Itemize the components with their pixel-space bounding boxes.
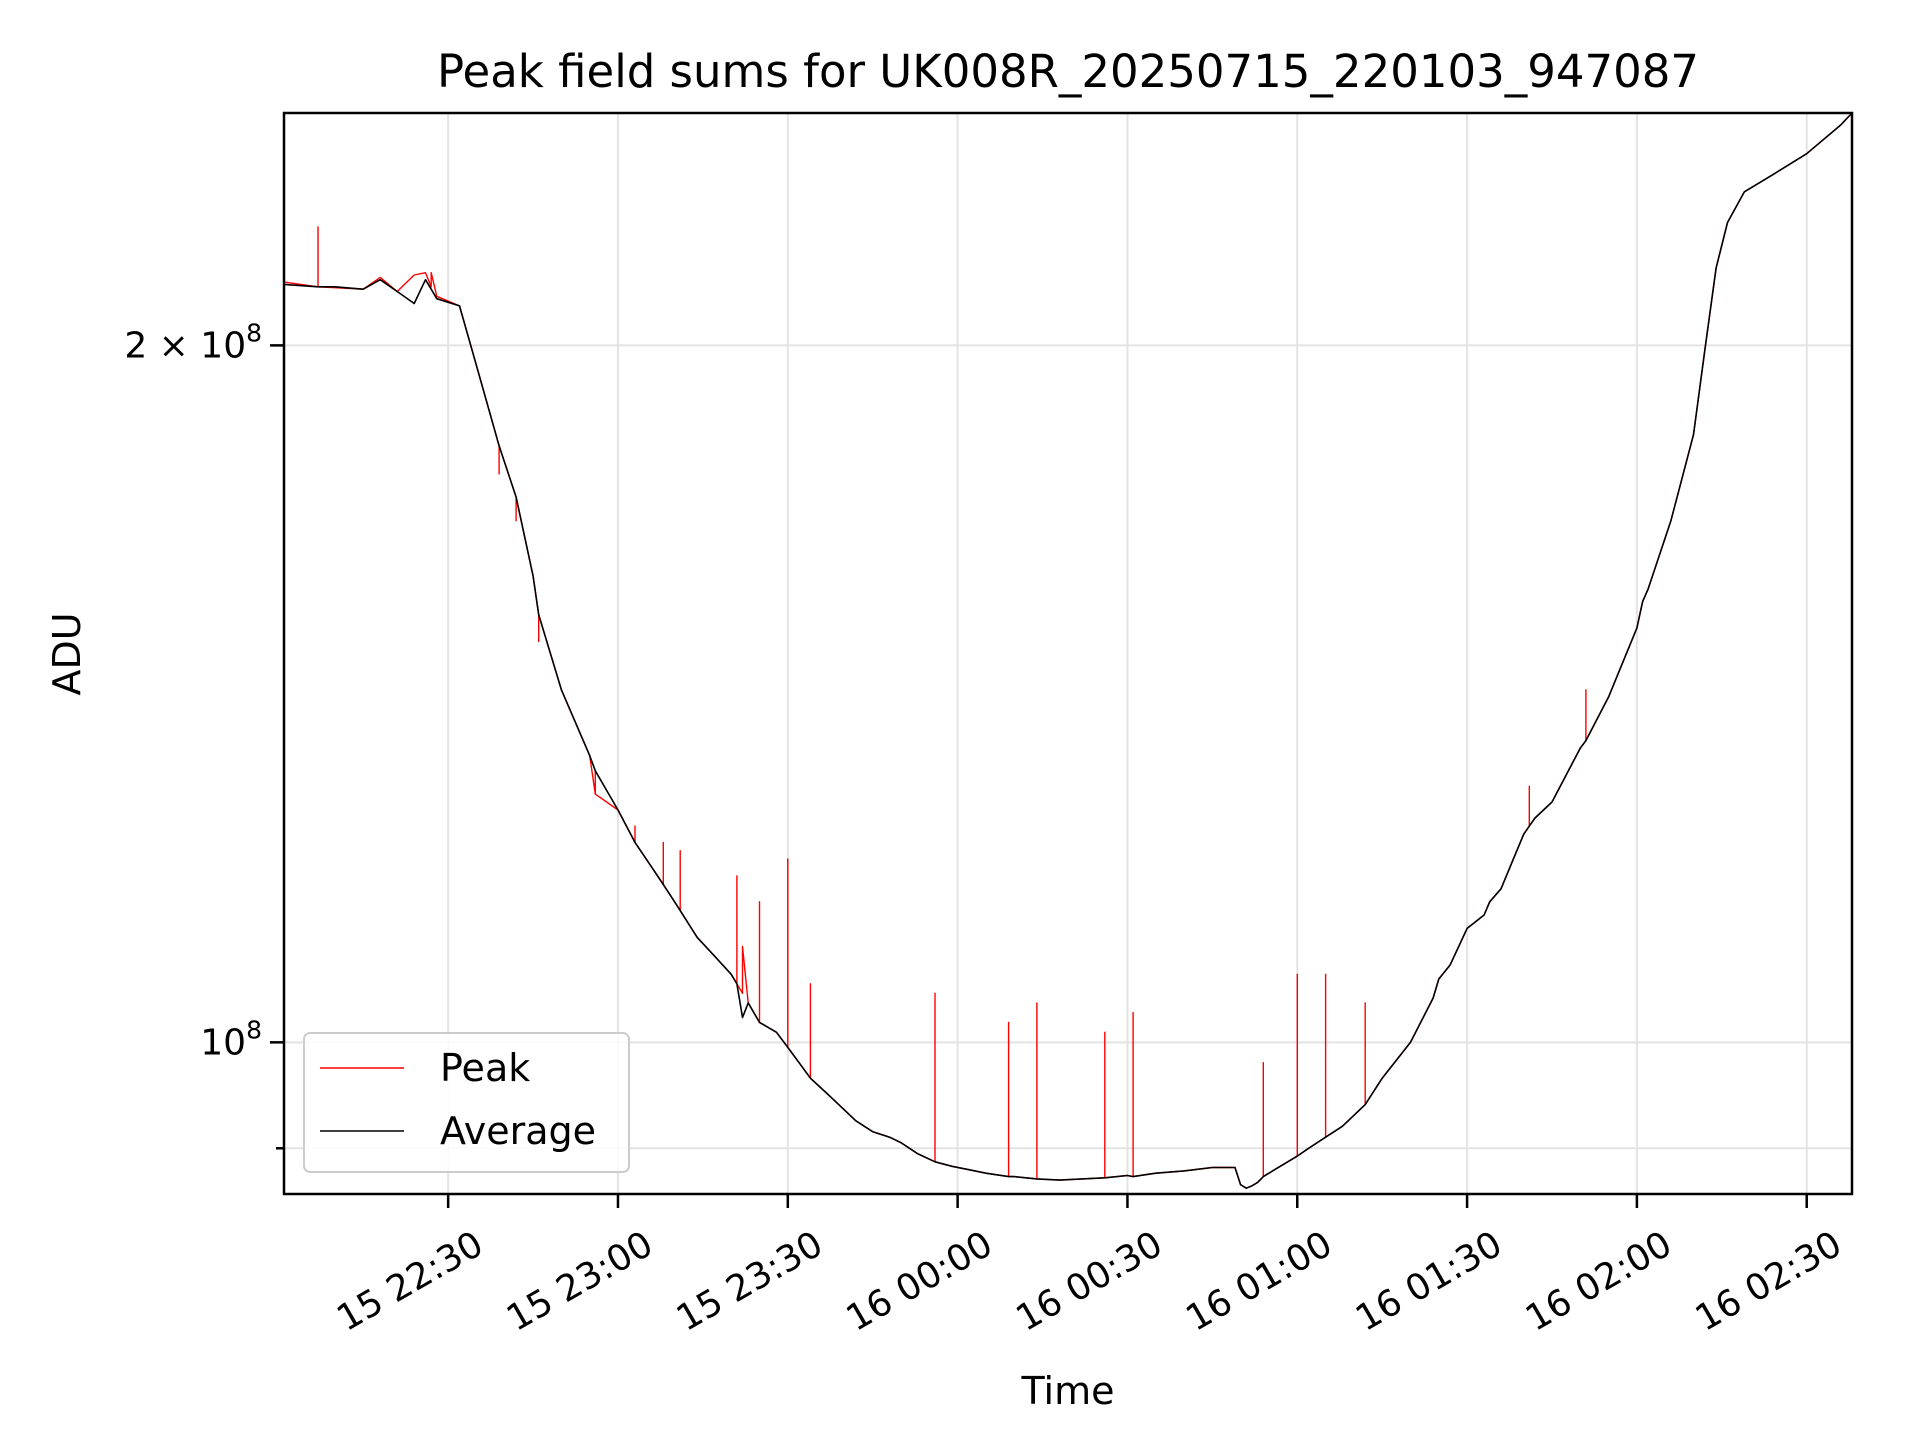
plot-frame — [282, 111, 1854, 1196]
series-layer — [283, 112, 1853, 1189]
legend-label-peak: Peak — [440, 1046, 530, 1090]
legend: Peak Average — [303, 1032, 630, 1173]
chart-title: Peak field sums for UK008R_20250715_2201… — [437, 45, 1699, 98]
series-line-average — [283, 112, 1853, 1189]
y-tick-label: 2 × 108 — [124, 318, 262, 366]
x-axis-label: Time — [1021, 1369, 1115, 1413]
legend-label-average: Average — [440, 1109, 596, 1153]
y-axis-label: ADU — [45, 612, 89, 695]
y-tick-label: 108 — [200, 1015, 262, 1063]
